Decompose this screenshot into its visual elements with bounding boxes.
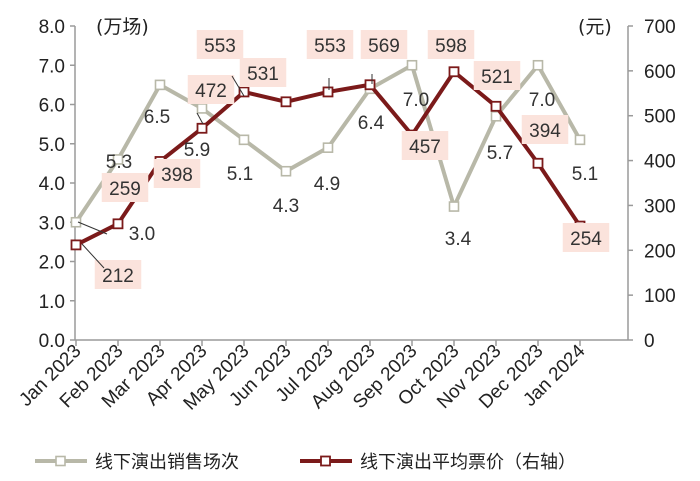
right-tick-label: 200 (644, 241, 676, 262)
series-sessions-marker (532, 59, 544, 71)
price-label-box (94, 260, 142, 289)
left-tick-label: 3.0 (39, 213, 65, 234)
series-sessions-marker (112, 154, 124, 165)
series-sessions-marker (70, 216, 82, 228)
right-tick-label: 500 (644, 107, 676, 128)
series-sessions-marker (238, 134, 250, 146)
series-price-marker (448, 66, 460, 78)
price-data-label: 457 (409, 137, 441, 158)
series-price-marker (532, 157, 544, 169)
left-tick-label: 6.0 (39, 96, 65, 117)
series-price-marker (112, 218, 124, 230)
price-data-label: 521 (481, 67, 513, 88)
sessions-data-label: 5.1 (572, 164, 598, 185)
sessions-data-label: 4.9 (314, 174, 340, 195)
right-axis-unit: (元) (578, 16, 612, 38)
sessions-data-label: 3.4 (445, 229, 472, 250)
sessions-data-label: 3.0 (129, 224, 155, 245)
price-data-label: 472 (195, 81, 227, 102)
right-tick-label: 300 (644, 196, 676, 217)
left-tick-label: 0.0 (39, 331, 65, 352)
price-label-box (101, 173, 149, 202)
legend-sessions-swatch-marker (55, 455, 66, 467)
price-label-box (187, 75, 235, 104)
left-tick-label: 5.0 (39, 135, 65, 156)
left-tick-label: 4.0 (39, 174, 65, 195)
sessions-data-label: 6.5 (144, 107, 170, 128)
series-price-marker (238, 86, 250, 98)
series-sessions-marker (154, 79, 166, 91)
right-tick-label: 0 (644, 331, 655, 352)
series-sessions-marker (322, 142, 334, 153)
price-data-label: 553 (314, 36, 346, 57)
price-data-label: 398 (161, 165, 193, 186)
legend-price-swatch-marker (320, 455, 331, 467)
price-label-box (153, 159, 201, 188)
price-label-box (427, 30, 475, 59)
sessions-data-label: 7.0 (403, 90, 429, 111)
price-label-box (239, 58, 287, 87)
right-tick-label: 600 (644, 62, 676, 83)
series-sessions-marker (448, 201, 460, 212)
sessions-data-label: 6.4 (358, 113, 385, 134)
left-tick-label: 1.0 (39, 292, 65, 313)
price-label-box (360, 30, 408, 59)
left-tick-label: 7.0 (39, 56, 65, 77)
price-data-label: 598 (435, 36, 467, 57)
price-data-label: 553 (204, 36, 236, 57)
series-price-marker (280, 96, 292, 108)
sessions-data-label: 4.3 (273, 196, 299, 217)
right-tick-label: 700 (644, 17, 676, 38)
legend-sessions-label: 线下演出销售场次 (95, 452, 239, 473)
legend-price-label: 线下演出平均票价（右轴） (360, 452, 576, 473)
sessions-data-label: 5.7 (487, 143, 513, 164)
series-price-marker (322, 86, 334, 98)
price-data-label: 212 (102, 266, 134, 287)
sessions-data-label: 7.0 (529, 90, 555, 111)
price-label-box (521, 115, 569, 144)
price-label-box (401, 131, 449, 160)
price-data-label: 394 (529, 121, 561, 142)
left-axis-unit: (万场) (96, 16, 149, 38)
sessions-data-label: 5.9 (184, 140, 210, 161)
left-tick-label: 8.0 (39, 17, 65, 38)
price-data-label: 569 (368, 36, 400, 57)
price-label-box (306, 30, 354, 59)
series-price-marker (364, 79, 376, 91)
price-label-box (196, 30, 244, 59)
label-leader-line (77, 221, 108, 235)
right-tick-label: 100 (644, 286, 676, 307)
label-leader-line (196, 112, 204, 125)
series-price-marker (70, 239, 82, 251)
series-sessions-marker (574, 134, 586, 146)
series-sessions-marker (280, 165, 292, 177)
price-data-label: 254 (570, 229, 602, 250)
series-sessions-marker (406, 59, 418, 71)
series-sessions-marker (196, 103, 208, 114)
series-price-marker (196, 122, 208, 134)
label-leader-line (81, 243, 105, 269)
price-data-label: 531 (247, 64, 279, 85)
left-tick-label: 2.0 (39, 253, 65, 274)
series-price-marker (490, 100, 502, 112)
price-label-box (473, 61, 521, 90)
series-sessions-marker (490, 110, 502, 122)
label-leader-line (231, 75, 245, 97)
sessions-data-label: 5.1 (227, 164, 253, 185)
price-label-box (562, 223, 610, 252)
right-tick-label: 400 (644, 152, 676, 173)
price-data-label: 259 (109, 179, 141, 200)
sessions-data-label: 5.3 (106, 152, 132, 173)
